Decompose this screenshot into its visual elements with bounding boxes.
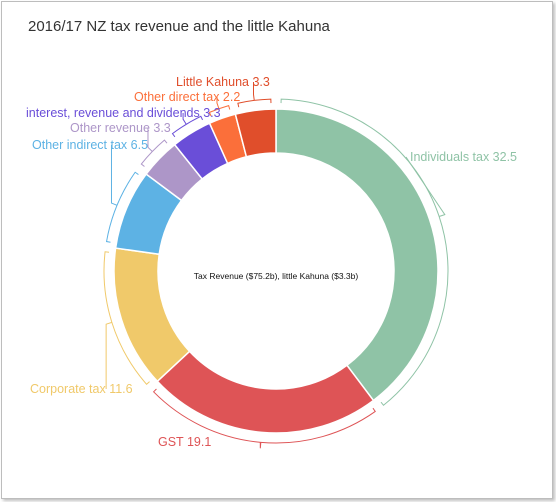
slice-corporate-tax[interactable]	[113, 247, 191, 383]
leader-line-gst	[259, 442, 262, 449]
leader-corporate-tax	[103, 251, 150, 385]
leader-other-indirect-tax	[105, 171, 139, 243]
leader-line-corporate-tax	[105, 321, 113, 389]
leader-line-other-indirect-tax	[110, 145, 118, 206]
label-interest-revenue-and-dividends: interest, revenue and dividends 3.3	[26, 106, 221, 120]
leader-other-direct-tax	[208, 105, 231, 117]
label-other-direct-tax: Other direct tax 2.2	[134, 90, 240, 104]
label-gst: GST 19.1	[158, 435, 211, 449]
leader-other-revenue	[140, 139, 168, 167]
leader-gst	[152, 388, 376, 444]
leader-individuals-tax	[280, 98, 449, 406]
label-little-kahuna: Little Kahuna 3.3	[176, 75, 270, 89]
slice-little-kahuna[interactable]	[234, 108, 277, 158]
slice-gst[interactable]	[156, 350, 375, 434]
label-other-indirect-tax: Other indirect tax 6.5	[32, 138, 148, 152]
center-label: Tax Revenue ($75.2b), little Kahuna ($3.…	[194, 271, 359, 281]
chart-title: 2016/17 NZ tax revenue and the little Ka…	[28, 18, 330, 35]
label-other-revenue: Other revenue 3.3	[70, 121, 171, 135]
label-corporate-tax: Corporate tax 11.6	[30, 382, 133, 396]
leader-line-other-direct-tax	[216, 97, 220, 109]
leader-line-little-kahuna	[253, 82, 255, 101]
slice-individuals-tax[interactable]	[275, 108, 439, 402]
label-individuals-tax: Individuals tax 32.5	[410, 150, 517, 164]
leader-line-other-revenue	[147, 128, 153, 152]
leader-line-interest-revenue-and-dividends	[182, 113, 187, 125]
leader-line-individuals-tax	[405, 156, 446, 217]
